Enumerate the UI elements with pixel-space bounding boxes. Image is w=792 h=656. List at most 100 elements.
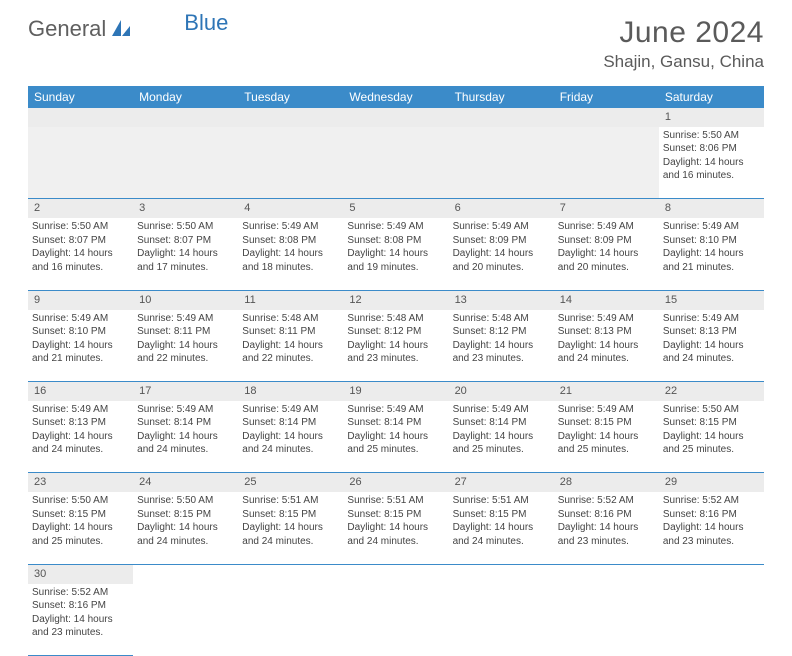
weekday-header: Thursday — [449, 86, 554, 108]
day-number: 30 — [28, 564, 133, 583]
day-number: 4 — [238, 199, 343, 218]
day-detail-row: Sunrise: 5:50 AMSunset: 8:15 PMDaylight:… — [28, 492, 764, 564]
daylight-line: Daylight: 14 hoursand 22 minutes. — [137, 339, 234, 366]
sunrise-line: Sunrise: 5:49 AM — [242, 403, 339, 417]
daylight-line: Daylight: 14 hoursand 24 minutes. — [242, 430, 339, 457]
daylight-line: Daylight: 14 hoursand 23 minutes. — [663, 521, 760, 548]
blank-cell — [554, 564, 659, 583]
day-cell: Sunrise: 5:52 AMSunset: 8:16 PMDaylight:… — [28, 584, 133, 656]
sunset-line: Sunset: 8:08 PM — [347, 234, 444, 248]
sunrise-line: Sunrise: 5:49 AM — [347, 220, 444, 234]
daylight-line: Daylight: 14 hoursand 24 minutes. — [347, 521, 444, 548]
weekday-header: Sunday — [28, 86, 133, 108]
day-number: 2 — [28, 199, 133, 218]
day-number: 13 — [449, 290, 554, 309]
day-number: 20 — [449, 382, 554, 401]
location-label: Shajin, Gansu, China — [603, 52, 764, 72]
sunset-line: Sunset: 8:09 PM — [558, 234, 655, 248]
day-detail-row: Sunrise: 5:50 AMSunset: 8:07 PMDaylight:… — [28, 218, 764, 290]
day-cell: Sunrise: 5:50 AMSunset: 8:07 PMDaylight:… — [28, 218, 133, 290]
month-title: June 2024 — [603, 16, 764, 50]
day-cell: Sunrise: 5:49 AMSunset: 8:11 PMDaylight:… — [133, 310, 238, 382]
weekday-header: Monday — [133, 86, 238, 108]
day-number: 28 — [554, 473, 659, 492]
blank-cell — [449, 564, 554, 583]
sunset-line: Sunset: 8:10 PM — [663, 234, 760, 248]
daylight-line: Daylight: 14 hoursand 23 minutes. — [558, 521, 655, 548]
daylight-line: Daylight: 14 hoursand 24 minutes. — [137, 430, 234, 457]
sunset-line: Sunset: 8:15 PM — [32, 508, 129, 522]
sunrise-line: Sunrise: 5:52 AM — [558, 494, 655, 508]
sunrise-line: Sunrise: 5:49 AM — [453, 220, 550, 234]
day-number: 12 — [343, 290, 448, 309]
day-number: 18 — [238, 382, 343, 401]
sunrise-line: Sunrise: 5:49 AM — [137, 403, 234, 417]
sunset-line: Sunset: 8:10 PM — [32, 325, 129, 339]
empty-cell — [449, 108, 554, 127]
daylight-line: Daylight: 14 hoursand 21 minutes. — [663, 247, 760, 274]
day-cell: Sunrise: 5:48 AMSunset: 8:12 PMDaylight:… — [343, 310, 448, 382]
empty-cell — [343, 127, 448, 199]
day-cell: Sunrise: 5:49 AMSunset: 8:13 PMDaylight:… — [28, 401, 133, 473]
day-detail-row: Sunrise: 5:49 AMSunset: 8:13 PMDaylight:… — [28, 401, 764, 473]
sunset-line: Sunset: 8:16 PM — [32, 599, 129, 613]
sunset-line: Sunset: 8:15 PM — [347, 508, 444, 522]
empty-cell — [28, 108, 133, 127]
day-cell: Sunrise: 5:49 AMSunset: 8:08 PMDaylight:… — [343, 218, 448, 290]
day-number: 19 — [343, 382, 448, 401]
calendar-body: 1Sunrise: 5:50 AMSunset: 8:06 PMDaylight… — [28, 108, 764, 656]
day-number: 15 — [659, 290, 764, 309]
daylight-line: Daylight: 14 hoursand 25 minutes. — [32, 521, 129, 548]
day-number-row: 16171819202122 — [28, 382, 764, 401]
day-number: 29 — [659, 473, 764, 492]
daylight-line: Daylight: 14 hoursand 24 minutes. — [558, 339, 655, 366]
sunrise-line: Sunrise: 5:49 AM — [558, 220, 655, 234]
blank-cell — [343, 564, 448, 583]
sunset-line: Sunset: 8:08 PM — [242, 234, 339, 248]
daylight-line: Daylight: 14 hoursand 16 minutes. — [32, 247, 129, 274]
blank-cell — [659, 564, 764, 583]
day-number: 23 — [28, 473, 133, 492]
sunset-line: Sunset: 8:16 PM — [558, 508, 655, 522]
day-number: 25 — [238, 473, 343, 492]
daylight-line: Daylight: 14 hoursand 24 minutes. — [663, 339, 760, 366]
day-cell: Sunrise: 5:49 AMSunset: 8:09 PMDaylight:… — [554, 218, 659, 290]
day-number: 3 — [133, 199, 238, 218]
brand-logo: General Blue — [28, 16, 228, 42]
day-cell: Sunrise: 5:49 AMSunset: 8:14 PMDaylight:… — [133, 401, 238, 473]
day-cell: Sunrise: 5:49 AMSunset: 8:10 PMDaylight:… — [28, 310, 133, 382]
brand-part1: General — [28, 16, 106, 42]
day-cell: Sunrise: 5:48 AMSunset: 8:11 PMDaylight:… — [238, 310, 343, 382]
empty-cell — [554, 108, 659, 127]
sunrise-line: Sunrise: 5:52 AM — [663, 494, 760, 508]
day-number: 16 — [28, 382, 133, 401]
daylight-line: Daylight: 14 hoursand 24 minutes. — [137, 521, 234, 548]
empty-cell — [133, 108, 238, 127]
daylight-line: Daylight: 14 hoursand 19 minutes. — [347, 247, 444, 274]
weekday-header: Saturday — [659, 86, 764, 108]
sunrise-line: Sunrise: 5:49 AM — [663, 220, 760, 234]
sunrise-line: Sunrise: 5:49 AM — [558, 403, 655, 417]
sunset-line: Sunset: 8:15 PM — [137, 508, 234, 522]
blank-cell — [659, 584, 764, 656]
sunset-line: Sunset: 8:09 PM — [453, 234, 550, 248]
day-number: 6 — [449, 199, 554, 218]
sunrise-line: Sunrise: 5:48 AM — [453, 312, 550, 326]
day-number: 11 — [238, 290, 343, 309]
day-cell: Sunrise: 5:49 AMSunset: 8:10 PMDaylight:… — [659, 218, 764, 290]
sunset-line: Sunset: 8:15 PM — [558, 416, 655, 430]
weekday-header: Wednesday — [343, 86, 448, 108]
empty-cell — [449, 127, 554, 199]
sunrise-line: Sunrise: 5:49 AM — [32, 312, 129, 326]
sunset-line: Sunset: 8:14 PM — [137, 416, 234, 430]
sunrise-line: Sunrise: 5:50 AM — [137, 220, 234, 234]
daylight-line: Daylight: 14 hoursand 16 minutes. — [663, 156, 760, 183]
day-number-row: 30 — [28, 564, 764, 583]
sunrise-line: Sunrise: 5:50 AM — [32, 494, 129, 508]
sunrise-line: Sunrise: 5:49 AM — [453, 403, 550, 417]
day-cell: Sunrise: 5:49 AMSunset: 8:14 PMDaylight:… — [238, 401, 343, 473]
sunrise-line: Sunrise: 5:51 AM — [242, 494, 339, 508]
sunrise-line: Sunrise: 5:51 AM — [347, 494, 444, 508]
day-cell: Sunrise: 5:49 AMSunset: 8:13 PMDaylight:… — [659, 310, 764, 382]
empty-cell — [343, 108, 448, 127]
